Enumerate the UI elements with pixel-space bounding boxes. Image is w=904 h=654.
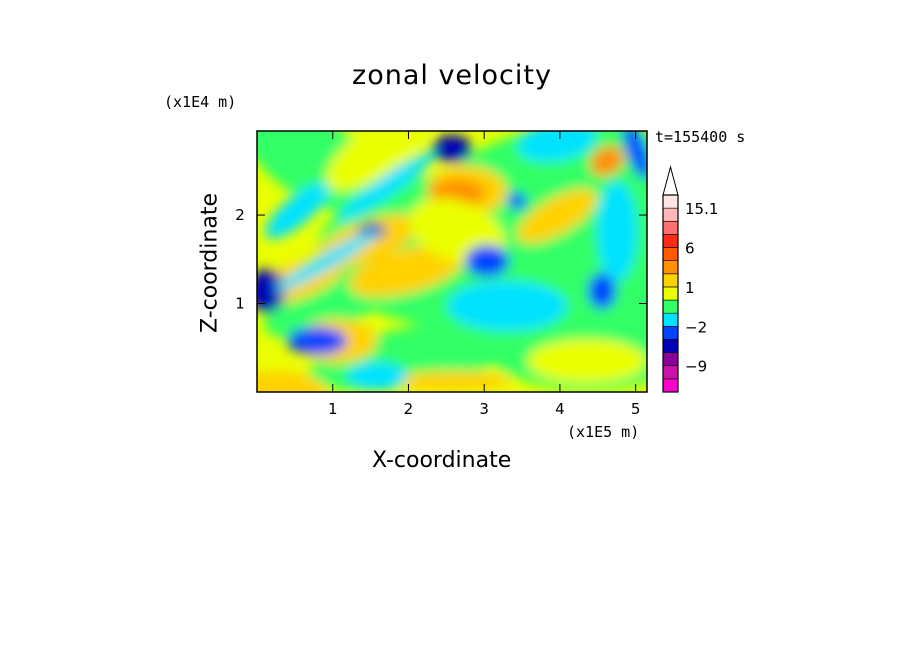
colorbar-segment bbox=[662, 326, 679, 340]
colorbar-segment bbox=[662, 299, 679, 314]
field-region bbox=[348, 244, 466, 298]
x-tick-label: 5 bbox=[631, 400, 641, 418]
colorbar-extend-arrow bbox=[662, 165, 679, 196]
x-axis-scale-label: (x1E5 m) bbox=[567, 423, 640, 441]
colorbar-segment bbox=[662, 220, 679, 235]
colorbar-segment bbox=[662, 352, 679, 367]
field-region bbox=[589, 145, 625, 177]
field-region bbox=[257, 269, 285, 313]
field-region bbox=[507, 192, 527, 210]
colorbar-segment bbox=[662, 378, 679, 393]
axis-ticks: 1 2 3 4 5 1 2 bbox=[235, 131, 647, 418]
field-region bbox=[265, 183, 329, 239]
chart-title: zonal velocity bbox=[352, 60, 552, 91]
colorbar-segment bbox=[662, 286, 679, 301]
field-region bbox=[517, 131, 597, 162]
field-region bbox=[287, 327, 347, 355]
field-region bbox=[347, 362, 407, 390]
colorbar: 15.1 6 1 −2 −9 bbox=[662, 165, 718, 393]
field-region bbox=[257, 371, 327, 392]
x-axis-label: X-coordinate bbox=[372, 448, 512, 473]
field-region bbox=[517, 188, 597, 244]
colorbar-label: −2 bbox=[685, 318, 707, 336]
field-blobs bbox=[257, 131, 647, 392]
colorbar-segment bbox=[662, 247, 679, 261]
field-region bbox=[274, 230, 380, 292]
colorbar-segment bbox=[662, 260, 679, 275]
colorbar-segment bbox=[662, 194, 679, 209]
field-region bbox=[527, 339, 647, 383]
field-region bbox=[465, 245, 509, 277]
x-tick-label: 3 bbox=[479, 400, 489, 418]
x-tick-label: 1 bbox=[328, 400, 338, 418]
field-region bbox=[597, 181, 637, 281]
colorbar-segment bbox=[662, 234, 679, 248]
plot-frame bbox=[256, 130, 648, 393]
field-region bbox=[432, 135, 472, 163]
colorbar-label: 15.1 bbox=[685, 200, 718, 218]
velocity-field bbox=[257, 131, 647, 392]
x-tick-label: 4 bbox=[555, 400, 565, 418]
colorbar-segment bbox=[662, 312, 679, 327]
field-region bbox=[325, 131, 429, 192]
x-tick-label: 2 bbox=[404, 400, 414, 418]
field-region bbox=[392, 371, 512, 391]
field-region bbox=[623, 131, 647, 180]
field-region bbox=[588, 273, 616, 309]
colorbar-label: −9 bbox=[685, 358, 707, 376]
colorbar-label: 1 bbox=[685, 279, 695, 297]
field-region bbox=[447, 281, 567, 331]
colorbar-segment bbox=[662, 339, 679, 353]
colorbar-segment bbox=[662, 273, 679, 288]
y-tick-label: 2 bbox=[235, 206, 245, 224]
time-label: t=155400 s bbox=[655, 128, 746, 146]
colorbar-segment bbox=[662, 207, 679, 222]
field-region bbox=[337, 150, 437, 222]
colorbar-frame bbox=[662, 194, 679, 393]
colorbar-segment bbox=[662, 365, 679, 380]
y-tick-label: 1 bbox=[235, 295, 245, 313]
colorbar-label: 6 bbox=[685, 240, 695, 258]
y-axis-scale-label: (x1E4 m) bbox=[164, 93, 237, 111]
